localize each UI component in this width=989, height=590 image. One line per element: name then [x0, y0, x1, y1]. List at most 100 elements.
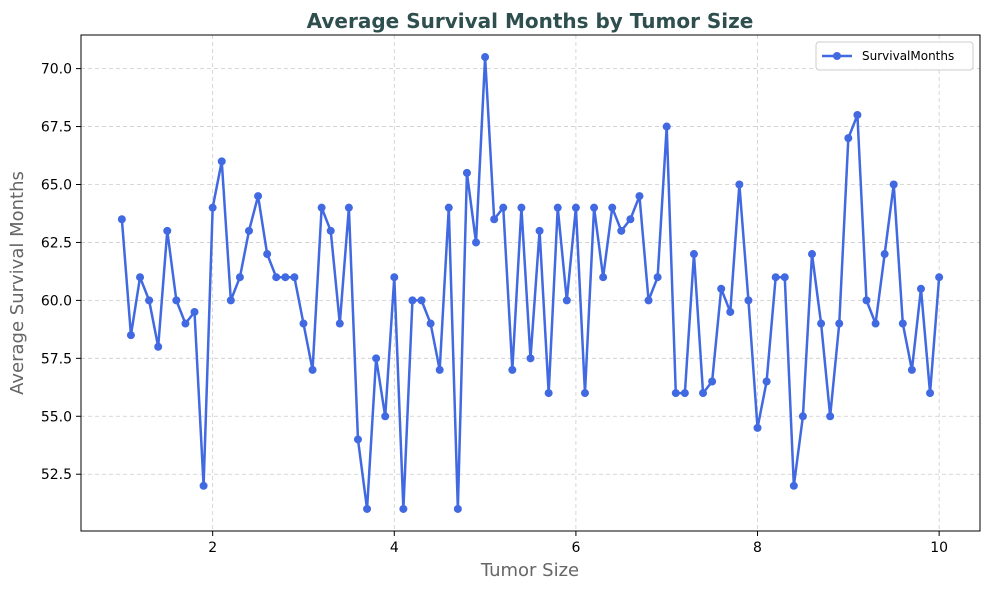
data-point — [862, 296, 871, 305]
data-point — [699, 389, 708, 398]
data-point — [753, 423, 762, 432]
y-tick-label: 55.0 — [41, 409, 72, 425]
y-tick-label: 67.5 — [41, 120, 72, 136]
data-point — [599, 273, 608, 282]
legend-label: SurvivalMonths — [862, 49, 954, 63]
data-point — [326, 226, 335, 235]
data-point — [798, 412, 807, 421]
data-point — [444, 203, 453, 212]
data-point — [145, 296, 154, 305]
data-point — [181, 319, 190, 328]
data-point — [898, 319, 907, 328]
data-point — [390, 273, 399, 282]
data-point — [580, 389, 589, 398]
data-point — [172, 296, 181, 305]
data-point — [490, 215, 499, 224]
data-point — [826, 412, 835, 421]
legend-box — [815, 41, 974, 71]
data-point — [126, 331, 135, 340]
data-point — [762, 377, 771, 386]
data-point — [562, 296, 571, 305]
data-point — [272, 273, 281, 282]
data-point — [889, 180, 898, 189]
data-point — [635, 192, 644, 201]
data-point — [408, 296, 417, 305]
x-tick-label: 8 — [753, 540, 762, 556]
data-point — [399, 504, 408, 513]
y-tick-label: 57.5 — [41, 351, 72, 367]
data-point — [789, 481, 798, 490]
data-point — [235, 273, 244, 282]
data-point — [299, 319, 308, 328]
data-point — [117, 215, 126, 224]
data-point — [208, 203, 217, 212]
x-tick-label: 6 — [571, 540, 580, 556]
y-tick-label: 65.0 — [41, 177, 72, 193]
data-point — [254, 192, 263, 201]
legend-marker-swatch — [833, 52, 841, 60]
grid-lines — [81, 35, 980, 531]
data-point — [726, 307, 735, 316]
data-point — [671, 389, 680, 398]
data-point — [644, 296, 653, 305]
y-axis-title: Average Survival Months — [7, 171, 28, 395]
data-point — [517, 203, 526, 212]
data-point — [744, 296, 753, 305]
data-point — [808, 250, 817, 259]
data-point — [653, 273, 662, 282]
data-point — [335, 319, 344, 328]
data-point — [372, 354, 381, 363]
data-point — [880, 250, 889, 259]
data-point — [508, 365, 517, 374]
data-point — [844, 134, 853, 143]
data-point — [190, 307, 199, 316]
data-point — [571, 203, 580, 212]
data-point — [163, 226, 172, 235]
data-point — [817, 319, 826, 328]
data-point — [626, 215, 635, 224]
data-point — [935, 273, 944, 282]
data-point — [472, 238, 481, 247]
data-point — [381, 412, 390, 421]
data-point — [317, 203, 326, 212]
data-point — [608, 203, 617, 212]
data-point — [853, 110, 862, 119]
data-point — [344, 203, 353, 212]
y-tick-label: 52.5 — [41, 467, 72, 483]
data-point — [481, 53, 490, 62]
data-point — [290, 273, 299, 282]
data-point — [308, 365, 317, 374]
data-point — [426, 319, 435, 328]
data-point — [526, 354, 535, 363]
x-axis-title: Tumor Size — [480, 560, 579, 581]
data-point — [708, 377, 717, 386]
data-point — [689, 250, 698, 259]
x-tick-label: 10 — [930, 540, 948, 556]
data-point — [462, 168, 471, 177]
data-point — [871, 319, 880, 328]
chart-title: Average Survival Months by Tumor Size — [307, 9, 754, 33]
data-point — [916, 284, 925, 293]
data-point — [680, 389, 689, 398]
data-point — [136, 273, 145, 282]
data-point — [353, 435, 362, 444]
data-point — [499, 203, 508, 212]
y-tick-label: 70.0 — [41, 62, 72, 78]
legend: SurvivalMonths — [815, 41, 974, 71]
x-tick-label: 2 — [208, 540, 217, 556]
data-point — [553, 203, 562, 212]
series-line — [120, 55, 941, 511]
data-point — [244, 226, 253, 235]
data-point — [199, 481, 208, 490]
y-tick-label: 62.5 — [41, 235, 72, 251]
data-point — [154, 342, 163, 351]
data-point — [453, 504, 462, 513]
data-point — [281, 273, 290, 282]
data-point — [717, 284, 726, 293]
data-point — [926, 389, 935, 398]
data-point — [780, 273, 789, 282]
x-axis-ticks: 2 4 6 8 10 — [208, 531, 948, 556]
data-point — [735, 180, 744, 189]
